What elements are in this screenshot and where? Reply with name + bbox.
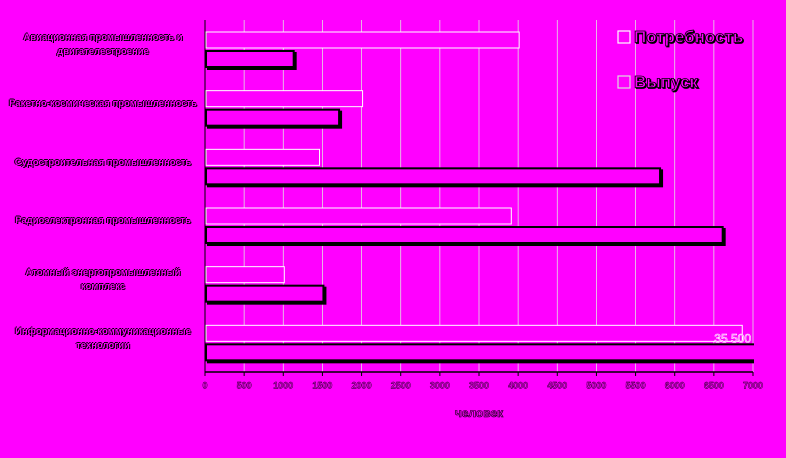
- x-tick-label: 3000: [430, 380, 450, 390]
- bar: [205, 207, 512, 225]
- bar: [205, 50, 295, 68]
- category-label: Атомный энергопромышленный комплекс: [25, 267, 181, 292]
- x-axis-label: человек: [455, 406, 504, 420]
- bar: [205, 31, 520, 49]
- x-tick-label: 4000: [508, 380, 528, 390]
- bar: [205, 148, 321, 166]
- category-label: Ракетно-космическая промышленность: [9, 98, 197, 109]
- x-tick-label: 2500: [391, 380, 411, 390]
- bar: [205, 324, 743, 342]
- x-tick-label: 7000: [743, 380, 763, 390]
- value-label: 35 500: [714, 332, 751, 346]
- bar: [205, 226, 724, 244]
- x-tick-label: 6500: [704, 380, 724, 390]
- x-tick-label: 5000: [586, 380, 606, 390]
- x-tick-label: 5500: [626, 380, 646, 390]
- bar: [205, 343, 754, 362]
- category-label: Судостроительная промышленность: [14, 156, 192, 168]
- bar: [205, 167, 662, 186]
- category-label: Радиоэлектронная промышленность: [15, 215, 191, 227]
- bar: [205, 90, 364, 108]
- x-tick-label: 4500: [547, 380, 567, 390]
- legend-swatch: [617, 30, 631, 44]
- x-tick-label: 500: [237, 380, 252, 390]
- category-label: Информационно-коммуникационные технологи…: [15, 325, 191, 351]
- legend-swatch: [617, 75, 631, 89]
- legend-label: Выпуск: [634, 72, 699, 91]
- x-tick-label: 3500: [469, 380, 489, 390]
- bar: [205, 108, 341, 127]
- x-tick-label: 0: [202, 380, 207, 390]
- x-tick-label: 6000: [665, 380, 685, 390]
- x-tick-label: 1500: [312, 380, 332, 390]
- category-label: Авиационная промышленность и двигателест…: [23, 32, 183, 58]
- x-tick-label: 1000: [273, 380, 293, 390]
- bar: [205, 284, 325, 303]
- bar: [205, 266, 285, 284]
- legend-label: Потребность: [634, 27, 743, 46]
- x-tick-label: 2000: [352, 380, 372, 390]
- plot: [205, 31, 754, 362]
